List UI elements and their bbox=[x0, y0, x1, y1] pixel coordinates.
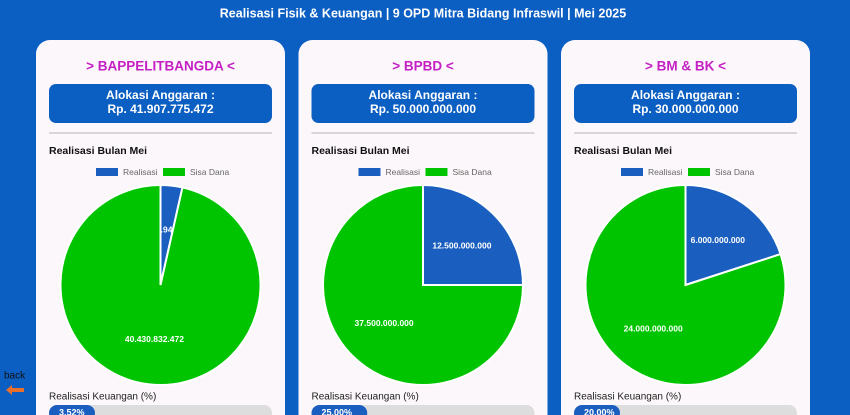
progress-label: Realisasi Keuangan (%) bbox=[49, 392, 156, 403]
slice-label: 24.000.000.000 bbox=[624, 324, 683, 334]
progress-fill bbox=[49, 405, 95, 415]
progress-label: Realisasi Keuangan (%) bbox=[574, 392, 681, 403]
card-title: > BPBD < bbox=[392, 59, 454, 74]
allocation-label: Alokasi Anggaran : bbox=[369, 88, 478, 102]
allocation-label: Alokasi Anggaran : bbox=[106, 88, 215, 102]
allocation-box bbox=[574, 84, 797, 123]
back-label[interactable]: back bbox=[4, 371, 26, 382]
legend-swatch bbox=[163, 168, 185, 176]
progress-text: 3,52% bbox=[59, 407, 85, 415]
chart-title: Realisasi Bulan Mei bbox=[574, 145, 672, 157]
progress-track bbox=[311, 405, 535, 415]
slice-label: 40.430.832.472 bbox=[125, 334, 184, 344]
legend-swatch bbox=[96, 168, 118, 176]
legend-label: Sisa Dana bbox=[715, 167, 754, 177]
progress-track bbox=[49, 405, 272, 415]
allocation-value: Rp. 30.000.000.000 bbox=[632, 102, 738, 116]
card-title: > BM & BK < bbox=[645, 59, 726, 74]
legend-swatch bbox=[358, 168, 381, 176]
legend-label: Sisa Dana bbox=[453, 167, 492, 177]
progress-label: Realisasi Keuangan (%) bbox=[312, 392, 419, 403]
slice-label: 12.500.000.000 bbox=[432, 240, 491, 250]
slice-label: 1.476.943.000 bbox=[139, 225, 194, 235]
progress-track bbox=[574, 405, 797, 415]
chart-title: Realisasi Bulan Mei bbox=[49, 145, 147, 157]
allocation-value: Rp. 50.000.000.000 bbox=[370, 102, 476, 116]
legend-swatch bbox=[425, 168, 448, 176]
pie-slice bbox=[59, 183, 262, 386]
card-title: > BAPPELITBANGDA < bbox=[86, 59, 235, 74]
allocation-label: Alokasi Anggaran : bbox=[631, 88, 740, 102]
allocation-value: Rp. 41.907.775.472 bbox=[107, 102, 213, 116]
slice-label: 37.500.000.000 bbox=[355, 318, 414, 328]
slice-label: 6.000.000.000 bbox=[691, 235, 746, 245]
legend-swatch bbox=[621, 168, 643, 176]
legend-label: Realisasi bbox=[648, 167, 683, 177]
page-title: Realisasi Fisik & Keuangan | 9 OPD Mitra… bbox=[220, 6, 626, 20]
allocation-box bbox=[311, 84, 535, 123]
pie-slice bbox=[684, 183, 782, 287]
legend-label: Realisasi bbox=[386, 167, 421, 177]
legend-label: Sisa Dana bbox=[190, 167, 229, 177]
legend-label: Realisasi bbox=[123, 167, 158, 177]
progress-text: 20,00% bbox=[584, 407, 615, 415]
pie-slice bbox=[584, 183, 787, 386]
allocation-box bbox=[49, 84, 272, 123]
progress-fill bbox=[574, 405, 620, 415]
chart-title: Realisasi Bulan Mei bbox=[312, 145, 410, 157]
legend-swatch bbox=[688, 168, 710, 176]
back-arrow[interactable] bbox=[6, 385, 24, 395]
pie-slice bbox=[322, 183, 525, 386]
pie-slice bbox=[422, 183, 525, 286]
progress-fill bbox=[311, 405, 368, 415]
progress-text: 25,00% bbox=[322, 407, 353, 415]
